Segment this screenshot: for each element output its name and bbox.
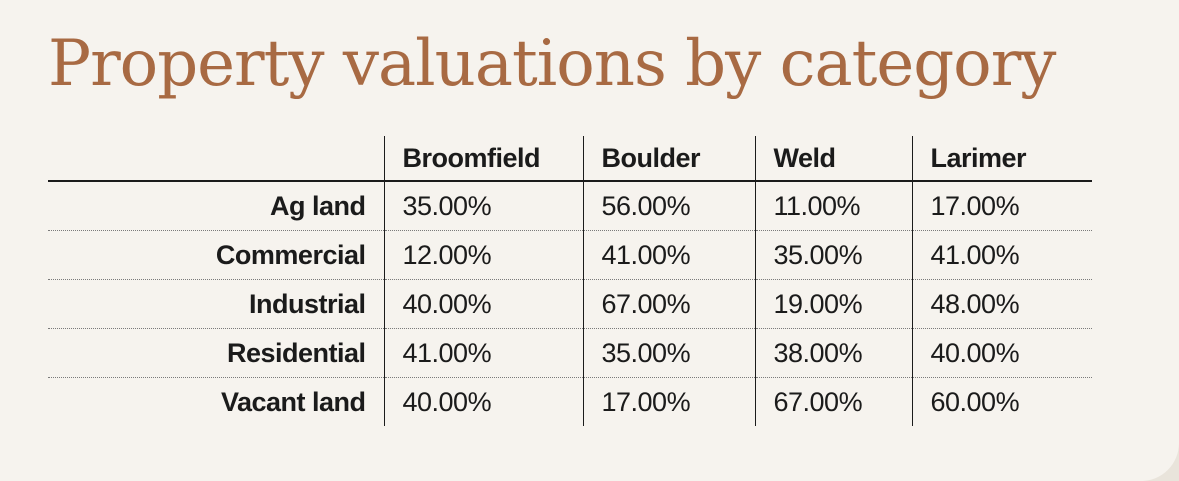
table-cell: 67.00%	[755, 377, 913, 426]
column-header-larimer: Larimer	[912, 136, 1092, 182]
table-cell: 17.00%	[912, 181, 1092, 231]
header-row: Broomfield Boulder Weld Larimer	[48, 136, 1092, 182]
table-cell: 12.00%	[384, 230, 584, 280]
row-label: Ag land	[48, 181, 385, 231]
table-cell: 19.00%	[755, 279, 913, 329]
table-body: Ag land 35.00% 56.00% 11.00% 17.00% Comm…	[48, 181, 1092, 426]
column-header-broomfield: Broomfield	[384, 136, 584, 182]
table-row-ag-land: Ag land 35.00% 56.00% 11.00% 17.00%	[48, 181, 1092, 231]
table-row-commercial: Commercial 12.00% 41.00% 35.00% 41.00%	[48, 230, 1092, 280]
table-cell: 41.00%	[912, 230, 1092, 280]
column-header-weld: Weld	[755, 136, 913, 182]
table-cell: 41.00%	[384, 328, 584, 378]
table-cell: 11.00%	[755, 181, 913, 231]
table-cell: 67.00%	[583, 279, 756, 329]
table-cell: 40.00%	[384, 377, 584, 426]
table-row-residential: Residential 41.00% 35.00% 38.00% 40.00%	[48, 328, 1092, 378]
table-cell: 35.00%	[384, 181, 584, 231]
table-cell: 41.00%	[583, 230, 756, 280]
table-cell: 40.00%	[912, 328, 1092, 378]
row-label: Industrial	[48, 279, 385, 329]
table-header: Broomfield Boulder Weld Larimer	[48, 136, 1092, 182]
row-label: Vacant land	[48, 377, 385, 426]
table-cell: 35.00%	[583, 328, 756, 378]
table-cell: 60.00%	[930, 386, 1020, 417]
table-cell: 35.00%	[755, 230, 913, 280]
table-row-vacant-land: Vacant land 40.00% 17.00% 67.00% 60.00%	[48, 377, 1092, 426]
table-cell: 40.00%	[384, 279, 584, 329]
table-cell: 56.00%	[583, 181, 756, 231]
table-cell: 38.00%	[755, 328, 913, 378]
valuation-table: Broomfield Boulder Weld Larimer Ag land …	[48, 136, 1092, 426]
row-label: Commercial	[48, 230, 385, 280]
column-header-boulder: Boulder	[583, 136, 756, 182]
table-cell: 48.00%	[912, 279, 1092, 329]
row-label: Residential	[48, 328, 385, 378]
header-corner	[48, 136, 385, 182]
table-cell: 17.00%	[583, 377, 756, 426]
table-row-industrial: Industrial 40.00% 67.00% 19.00% 48.00%	[48, 279, 1092, 329]
chart-title: Property valuations by category	[48, 27, 1056, 101]
